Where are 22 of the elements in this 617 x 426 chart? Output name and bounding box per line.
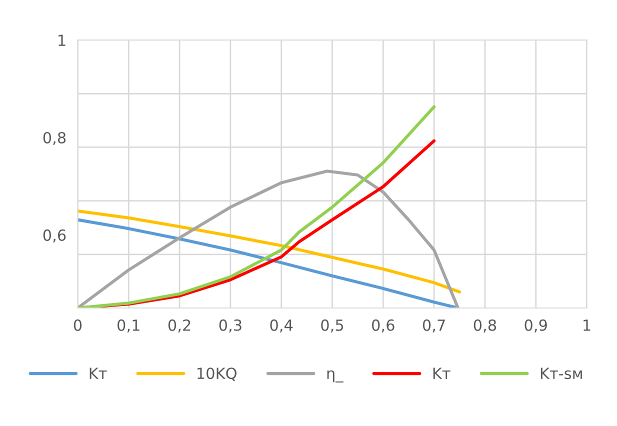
x-tick-label: 0,8 [474,319,496,332]
x-tick-label: 0,1 [118,319,140,332]
x-tick-label: 0,3 [219,319,242,332]
x-tick-label: 0,9 [524,319,547,332]
line-series [78,210,462,294]
y-tick-label: 0,8 [43,132,66,146]
legend-label: 10KQ [198,368,236,381]
y-tick-label: 0,6 [43,229,66,242]
x-tick-label: 0,2 [168,319,190,332]
legend-label: Kт [90,368,107,379]
x-tick-label: 1 [584,320,590,331]
y-tick-label: 1 [58,34,66,46]
x-tick-label: 0,7 [422,319,445,332]
legend-label: η_ [327,370,344,383]
x-tick-label: 0,6 [372,319,394,332]
x-tick-label: 0,5 [321,319,344,332]
x-tick-label: 0,4 [270,319,293,332]
x-tick-label: 0 [74,319,82,331]
line-series [78,105,436,308]
legend-label: Kт [433,368,450,379]
legend-label: Kт-sм [540,368,582,380]
line-series [78,170,460,308]
